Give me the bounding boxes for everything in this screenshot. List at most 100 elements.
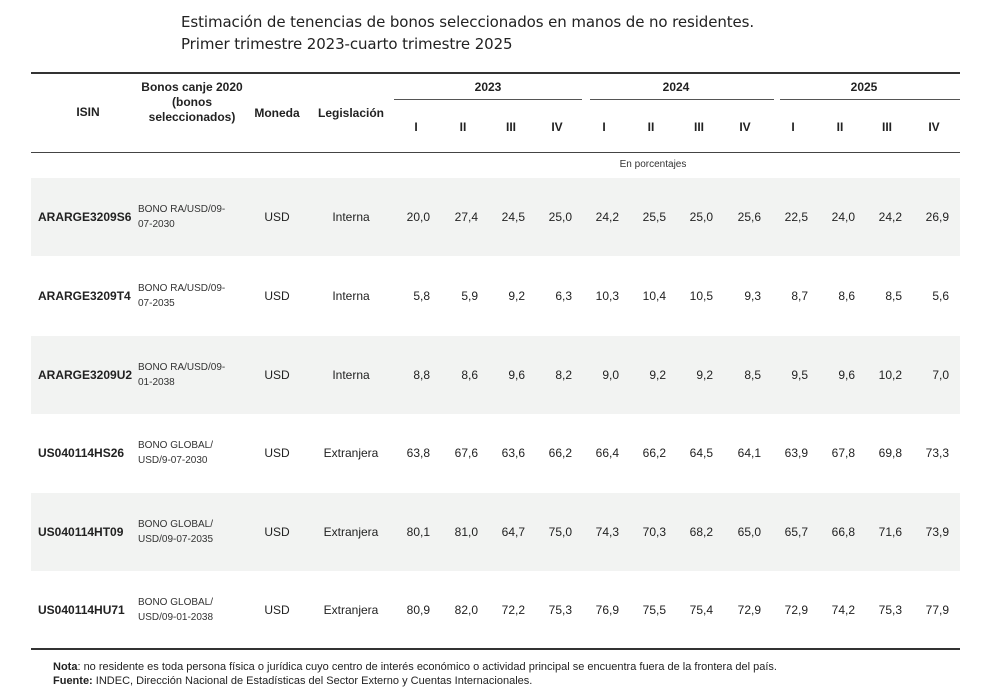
header-legislacion: Legislación [317, 106, 385, 120]
cell-bono: BONO RA/USD/09-07-2030 [138, 204, 226, 230]
header-quarter: I [602, 120, 606, 134]
cell-value: 10,2 [878, 368, 902, 382]
cell-bono: BONO GLOBAL/ USD/09-07-2035 [138, 519, 214, 545]
cell-value: 63,6 [501, 446, 525, 460]
note-line: Nota: no residente es toda persona físic… [53, 660, 777, 674]
header-quarter: I [414, 120, 418, 134]
cell-value: 75,3 [878, 603, 902, 617]
cell-value: 26,9 [925, 210, 949, 224]
cell-value: 67,6 [454, 446, 478, 460]
header-quarter: II [459, 120, 467, 134]
cell-legislacion: Extranjera [323, 525, 379, 539]
cell-value: 69,8 [878, 446, 902, 460]
cell-value: 73,3 [925, 446, 949, 460]
cell-legislacion: Interna [332, 210, 370, 224]
table-row: US040114HT09 BONO GLOBAL/ USD/09-07-2035 U… [31, 493, 960, 571]
cell-value: 10,4 [642, 289, 666, 303]
cell-bono: BONO RA/USD/09-07-2035 [138, 283, 226, 309]
table-title: Estimación de tenencias de bonos selecci… [181, 11, 754, 55]
footnotes: Nota: no residente es toda persona físic… [53, 660, 777, 688]
cell-value: 8,5 [744, 368, 761, 382]
cell-value: 8,5 [885, 289, 902, 303]
cell-isin: ARARGE3209T4 [38, 289, 131, 303]
cell-value: 64,5 [689, 446, 713, 460]
cell-isin: ARARGE3209S6 [38, 210, 132, 224]
cell-legislacion: Interna [332, 368, 370, 382]
note-label: Nota [53, 661, 78, 673]
table-row: US040114HS26 BONO GLOBAL/ USD/9-07-2030 US… [31, 414, 960, 492]
cell-value: 64,7 [501, 525, 525, 539]
cell-value: 72,9 [784, 603, 808, 617]
header-isin: ISIN [76, 105, 100, 119]
cell-value: 8,6 [461, 368, 478, 382]
cell-value: 74,3 [595, 525, 619, 539]
cell-value: 65,7 [784, 525, 808, 539]
cell-value: 77,9 [925, 603, 949, 617]
cell-value: 65,0 [737, 525, 761, 539]
header-quarter: III [693, 120, 705, 134]
title-line-2: Primer trimestre 2023-cuarto trimestre 2… [181, 35, 513, 53]
source-line: Fuente: INDEC, Dirección Nacional de Est… [53, 674, 777, 688]
header-year-2025: 2025 [850, 80, 878, 94]
cell-value: 74,2 [831, 603, 855, 617]
header-quarter: III [505, 120, 517, 134]
cell-value: 9,3 [744, 289, 761, 303]
year-rule-2023 [394, 99, 582, 100]
cell-value: 66,2 [642, 446, 666, 460]
cell-value: 75,5 [642, 603, 666, 617]
cell-value: 25,6 [737, 210, 761, 224]
header-quarter: III [881, 120, 893, 134]
header-rule [31, 152, 960, 153]
cell-value: 5,9 [461, 289, 478, 303]
note-text: : no residente es toda persona física o … [77, 661, 777, 673]
source-label: Fuente: [53, 675, 93, 687]
cell-moneda: USD [264, 368, 290, 382]
cell-value: 82,0 [454, 603, 478, 617]
cell-value: 80,1 [406, 525, 430, 539]
cell-moneda: USD [264, 446, 290, 460]
header-quarter: IV [928, 120, 940, 134]
header-quarter: II [647, 120, 655, 134]
cell-legislacion: Extranjera [323, 446, 379, 460]
cell-value: 9,2 [696, 368, 713, 382]
cell-value: 24,2 [878, 210, 902, 224]
cell-value: 67,8 [831, 446, 855, 460]
cell-value: 22,5 [784, 210, 808, 224]
source-text: INDEC, Dirección Nacional de Estadística… [92, 675, 533, 687]
cell-value: 81,0 [454, 525, 478, 539]
cell-value: 9,0 [602, 368, 619, 382]
cell-value: 71,6 [878, 525, 902, 539]
cell-value: 9,6 [508, 368, 525, 382]
table-row: US040114HU71 BONO GLOBAL/ USD/09-01-2038 U… [31, 571, 960, 649]
cell-legislacion: Interna [332, 289, 370, 303]
year-rule-2024 [590, 99, 774, 100]
cell-isin: US040114HU71 [38, 603, 125, 617]
header-quarter: I [791, 120, 795, 134]
cell-value: 5,6 [932, 289, 949, 303]
cell-value: 9,6 [838, 368, 855, 382]
cell-value: 70,3 [642, 525, 666, 539]
cell-value: 6,3 [555, 289, 572, 303]
header-quarter: IV [551, 120, 563, 134]
table-row: ARARGE3209T4 BONO RA/USD/09-07-2035 USD Int… [31, 257, 960, 335]
cell-value: 24,0 [831, 210, 855, 224]
header-year-2024: 2024 [662, 80, 690, 94]
cell-legislacion: Extranjera [323, 603, 379, 617]
cell-value: 27,4 [454, 210, 478, 224]
cell-value: 63,9 [784, 446, 808, 460]
header-quarter: IV [739, 120, 751, 134]
cell-value: 75,3 [548, 603, 572, 617]
cell-value: 66,2 [548, 446, 572, 460]
cell-value: 63,8 [406, 446, 430, 460]
cell-value: 66,4 [595, 446, 619, 460]
cell-value: 9,2 [649, 368, 666, 382]
cell-value: 8,8 [413, 368, 430, 382]
cell-value: 73,9 [925, 525, 949, 539]
header-bonos: Bonos canje 2020 (bonos seleccionados) [141, 80, 243, 124]
cell-value: 9,2 [508, 289, 525, 303]
cell-value: 25,5 [642, 210, 666, 224]
cell-value: 7,0 [932, 368, 949, 382]
cell-moneda: USD [264, 289, 290, 303]
cell-moneda: USD [264, 210, 290, 224]
cell-value: 9,5 [791, 368, 808, 382]
